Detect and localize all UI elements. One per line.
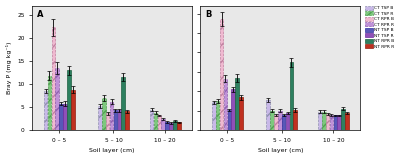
Bar bbox=[224, 79, 227, 130]
Bar bbox=[318, 112, 322, 130]
Bar bbox=[334, 115, 337, 130]
Bar bbox=[44, 91, 47, 130]
Bar bbox=[322, 112, 326, 130]
Bar bbox=[162, 119, 165, 130]
Bar bbox=[71, 90, 74, 130]
Bar bbox=[106, 113, 110, 130]
Bar bbox=[294, 110, 297, 130]
Bar bbox=[52, 28, 55, 130]
Bar bbox=[169, 123, 173, 130]
Bar bbox=[110, 102, 113, 130]
Bar bbox=[118, 111, 121, 130]
Bar bbox=[212, 102, 216, 130]
Bar bbox=[121, 77, 125, 130]
Bar bbox=[228, 110, 231, 130]
Bar bbox=[330, 115, 333, 130]
Bar bbox=[177, 122, 180, 130]
Bar bbox=[235, 78, 239, 130]
Bar bbox=[114, 111, 117, 130]
Bar bbox=[290, 62, 293, 130]
Bar bbox=[216, 101, 220, 130]
Bar bbox=[232, 89, 235, 130]
Bar bbox=[165, 122, 169, 130]
Bar bbox=[98, 106, 102, 130]
Bar bbox=[125, 111, 129, 130]
Y-axis label: Bray P (mg kg⁻¹): Bray P (mg kg⁻¹) bbox=[6, 42, 12, 94]
Bar bbox=[158, 115, 161, 130]
Text: A: A bbox=[37, 10, 44, 18]
Bar bbox=[67, 70, 71, 130]
Bar bbox=[274, 115, 278, 130]
Bar bbox=[278, 111, 282, 130]
Bar bbox=[239, 97, 243, 130]
Bar bbox=[345, 113, 349, 130]
Bar bbox=[270, 111, 274, 130]
X-axis label: Soil layer (cm): Soil layer (cm) bbox=[90, 149, 135, 153]
Bar bbox=[63, 104, 67, 130]
Bar bbox=[102, 98, 106, 130]
Text: B: B bbox=[205, 10, 212, 18]
Bar bbox=[341, 109, 345, 130]
Bar bbox=[266, 100, 270, 130]
X-axis label: Soil layer (cm): Soil layer (cm) bbox=[258, 149, 303, 153]
Bar bbox=[48, 76, 51, 130]
Legend: CT TSP B, CT TSP R, CT RPR B, CT RPR R, NT TSP B, NT TSP R, NT RPR B, NT RPR R: CT TSP B, CT TSP R, CT RPR B, CT RPR R, … bbox=[364, 6, 395, 49]
Bar bbox=[282, 115, 286, 130]
Bar bbox=[220, 19, 223, 130]
Bar bbox=[150, 110, 154, 130]
Bar bbox=[173, 121, 177, 130]
Bar bbox=[59, 104, 63, 130]
Bar bbox=[326, 114, 329, 130]
Bar bbox=[286, 113, 289, 130]
Bar bbox=[56, 68, 59, 130]
Bar bbox=[338, 115, 341, 130]
Bar bbox=[154, 113, 157, 130]
